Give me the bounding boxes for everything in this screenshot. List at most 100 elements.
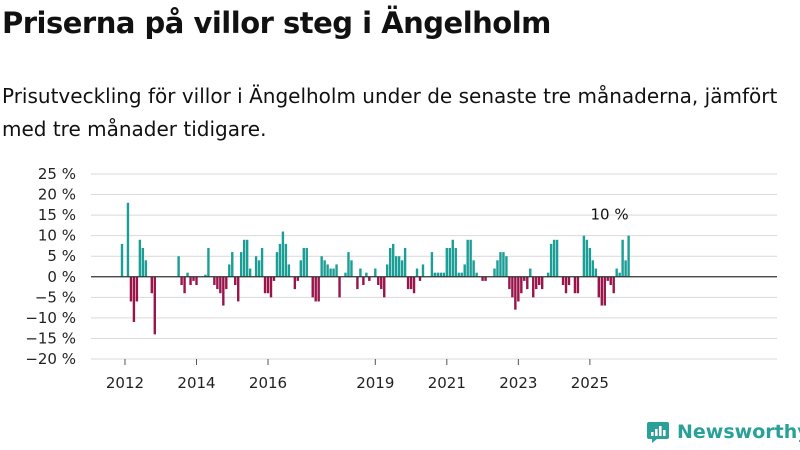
- bar: [409, 276, 413, 290]
- bar: [192, 276, 195, 281]
- bar: [275, 252, 279, 277]
- bar: [591, 260, 595, 277]
- bar: [347, 252, 350, 277]
- bar: [245, 239, 249, 277]
- y-tick-label: −15 %: [25, 329, 76, 347]
- bar: [144, 260, 148, 277]
- bar: [520, 276, 523, 294]
- bar: [403, 248, 407, 277]
- bar: [248, 268, 252, 277]
- bar: [219, 276, 222, 294]
- bar: [311, 276, 314, 298]
- bar: [222, 276, 225, 306]
- bar: [254, 256, 258, 277]
- bar: [272, 276, 276, 281]
- bar: [609, 276, 612, 285]
- bar: [529, 268, 532, 277]
- bar: [535, 276, 538, 290]
- bar: [132, 276, 136, 322]
- bar: [460, 272, 463, 277]
- bar: [621, 239, 624, 277]
- bar: [359, 268, 362, 277]
- y-tick-label: −20 %: [25, 350, 76, 368]
- bar: [269, 276, 273, 298]
- x-tick-label: 2012: [106, 374, 144, 392]
- bar: [451, 239, 454, 277]
- bar: [231, 252, 234, 277]
- bar: [329, 268, 332, 277]
- bar: [496, 260, 499, 277]
- bar: [383, 276, 386, 298]
- bar: [216, 276, 219, 290]
- bar: [225, 276, 228, 290]
- bar: [362, 276, 365, 285]
- bar: [204, 274, 207, 277]
- bar: [436, 272, 440, 277]
- bar: [549, 243, 553, 277]
- bar: [597, 276, 600, 298]
- bar: [445, 248, 449, 277]
- bar: [627, 235, 630, 277]
- bar: [546, 272, 550, 277]
- y-tick-label: 15 %: [38, 206, 76, 224]
- bar: [302, 248, 305, 277]
- bar: [207, 248, 210, 277]
- bar: [433, 272, 437, 277]
- bar: [600, 276, 603, 306]
- bar: [567, 276, 571, 285]
- x-tick-label: 2014: [177, 374, 215, 392]
- x-tick-label: 2019: [356, 374, 394, 392]
- bar: [406, 276, 410, 290]
- grid-lines: [91, 173, 777, 360]
- bar: [505, 256, 508, 277]
- y-tick-label: 0 %: [47, 268, 76, 286]
- bar: [287, 264, 291, 277]
- bar: [588, 248, 592, 277]
- bar: [150, 276, 153, 294]
- bar: [284, 243, 288, 277]
- bar: [183, 276, 186, 294]
- bar: [457, 272, 460, 277]
- bar: [582, 235, 586, 277]
- bar: [213, 276, 216, 285]
- bar: [186, 272, 189, 277]
- bar: [332, 268, 335, 277]
- x-tick-label: 2021: [428, 374, 466, 392]
- x-tick-label: 2016: [249, 374, 287, 392]
- newsworthy-logo-icon: [647, 422, 669, 443]
- bar: [242, 239, 246, 277]
- y-tick-label: 25 %: [38, 165, 76, 183]
- bar: [484, 276, 487, 281]
- data-label: 10 %: [590, 206, 628, 224]
- bar: [618, 272, 621, 277]
- y-tick-label: 20 %: [38, 186, 76, 204]
- bar: [430, 252, 434, 277]
- bar: [153, 276, 156, 335]
- bar: [561, 276, 565, 285]
- bar: [606, 276, 609, 281]
- brand-logo: Newsworthy: [646, 420, 800, 444]
- bar: [514, 276, 517, 310]
- bar: [380, 276, 383, 290]
- bar: [180, 276, 183, 285]
- bar: [350, 260, 353, 277]
- bar: [338, 276, 341, 298]
- bar: [374, 268, 377, 277]
- bar: [421, 264, 425, 277]
- bar: [466, 239, 469, 277]
- bar: [573, 276, 577, 294]
- bar: [472, 260, 475, 277]
- bar: [538, 276, 541, 285]
- bar: [126, 202, 130, 277]
- bar: [526, 276, 529, 290]
- bar: [237, 276, 240, 302]
- bar: [195, 276, 198, 285]
- bar: [293, 276, 297, 290]
- bar: [120, 243, 124, 277]
- x-axis-ticks: 2012 2014 2016 2019 2021 2023 2025: [106, 359, 609, 392]
- y-tick-label: −5 %: [35, 288, 76, 306]
- bar: [234, 276, 237, 285]
- bar: [552, 239, 556, 277]
- y-axis-tick-labels: 25 % 20 % 15 % 10 % 5 % 0 % −5 % −10 % −15 % −20 …: [25, 165, 76, 368]
- bar: [317, 276, 320, 302]
